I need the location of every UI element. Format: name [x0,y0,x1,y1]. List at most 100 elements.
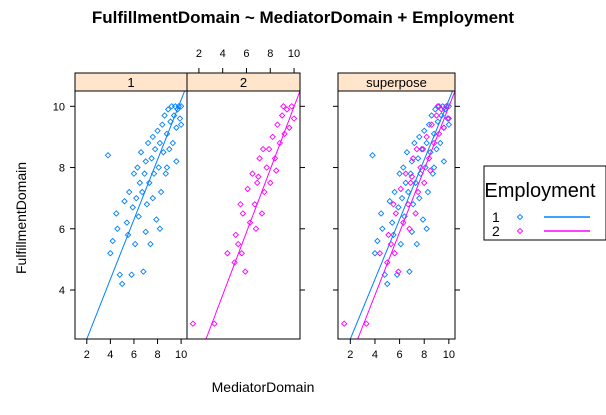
data-point-series-2 [232,231,240,239]
data-point-series-1 [175,103,182,110]
panel-frame [337,90,456,340]
data-point-series-1 [164,106,172,113]
data-point-series-2 [189,320,197,327]
y-axis-title: FulfillmentDomain [13,162,29,274]
fit-line-series-2 [357,91,455,339]
data-point-series-1 [400,164,407,171]
data-point-series-1 [129,204,137,211]
data-point-series-1 [386,197,393,205]
data-point-series-1 [123,219,131,226]
data-point-series-1 [396,170,403,177]
data-point-series-1 [135,213,142,220]
data-point-series-1 [113,210,120,217]
x-axis-title: MediatorDomain [212,379,315,395]
data-point-series-2 [253,179,261,187]
legend-marker-series-1 [516,213,524,221]
data-point-series-1 [402,179,409,187]
data-point-series-1 [416,133,423,141]
data-point-series-1 [121,197,128,205]
data-point-series-2 [281,130,288,138]
legend-level-label: 1 [492,209,500,225]
data-point-series-1 [171,103,179,110]
data-point-series-2 [234,240,242,248]
x-tick-label: 4 [372,349,378,361]
data-point-series-1 [424,188,432,196]
data-point-series-2 [242,268,249,275]
data-point-series-2 [428,121,435,128]
data-point-series-2 [413,145,421,153]
data-point-series-1 [130,170,138,177]
data-point-series-1 [395,204,402,211]
data-point-series-1 [141,170,148,177]
data-point-series-1 [114,225,121,233]
panel-1: 1 2 4 6 8 10 4 6 8 10 [53,72,188,361]
data-point-series-1 [148,155,155,162]
data-point-series-2 [425,155,433,162]
data-point-series-1 [423,225,430,233]
data-point-series-1 [177,121,185,128]
data-point-series-2 [395,268,402,275]
data-point-series-1 [440,124,448,131]
legend-marker-series-2 [516,227,524,235]
data-point-series-2 [404,201,412,208]
data-point-series-1 [163,164,171,171]
data-point-series-2 [290,115,298,122]
data-point-series-1 [136,179,144,187]
data-point-series-1 [142,158,149,165]
x-tick-label: 2 [196,48,202,60]
legend: Employment 12 [483,165,606,241]
data-point-series-2 [363,320,370,327]
data-point-series-2 [239,210,247,217]
panel-data [189,91,300,339]
data-point-series-2 [384,259,391,266]
data-point-series-2 [391,250,398,257]
data-point-series-2 [251,201,259,208]
data-point-series-2 [265,145,273,153]
panel-strip-label: superpose [366,75,427,90]
panel-2: 2 2 4 6 8 10 [186,48,305,340]
panel-strip-label: 2 [240,75,247,90]
data-point-series-2 [433,112,440,119]
data-point-series-2 [423,133,430,141]
data-point-series-1 [422,164,429,171]
data-point-series-1 [430,164,438,171]
data-point-series-2 [435,130,443,138]
x-tick-label: 4 [107,349,113,361]
data-point-series-1 [156,139,164,147]
data-point-series-1 [133,194,140,202]
data-point-series-1 [143,201,151,208]
data-point-series-1 [128,271,135,278]
data-point-series-1 [173,158,180,165]
panels-layer: 1 2 4 6 8 10 4 6 8 10 2 2 4 6 8 10 superpose 2 4 6 8 10 [53,48,460,361]
data-point-series-2 [387,240,395,248]
fit-line-series-2 [205,91,300,339]
data-point-series-1 [403,148,411,156]
data-point-series-1 [118,280,126,288]
data-point-series-2 [269,133,276,141]
data-point-series-1 [429,170,437,177]
data-point-series-2 [286,124,293,131]
data-point-series-1 [149,133,157,141]
panel-superpose: superpose 2 4 6 8 10 [333,72,460,361]
data-point-series-1 [398,194,406,202]
y-tick-label: 8 [59,163,65,175]
data-point-series-1 [418,145,425,153]
data-point-series-1 [413,240,421,248]
data-point-series-1 [420,127,428,135]
data-point-series-1 [144,139,152,147]
data-point-series-2 [443,103,450,110]
data-point-series-1 [162,170,170,177]
x-tick-label: 4 [220,48,226,60]
data-point-series-2 [267,179,274,187]
panel-data [340,91,455,339]
data-point-series-1 [374,237,381,245]
data-point-series-2 [280,103,287,110]
data-point-series-1 [169,139,177,147]
data-point-series-2 [390,201,397,208]
data-point-series-1 [107,250,114,257]
data-point-series-2 [256,155,263,162]
data-point-series-2 [420,179,428,187]
data-point-series-1 [416,194,423,202]
data-point-series-2 [271,155,279,162]
